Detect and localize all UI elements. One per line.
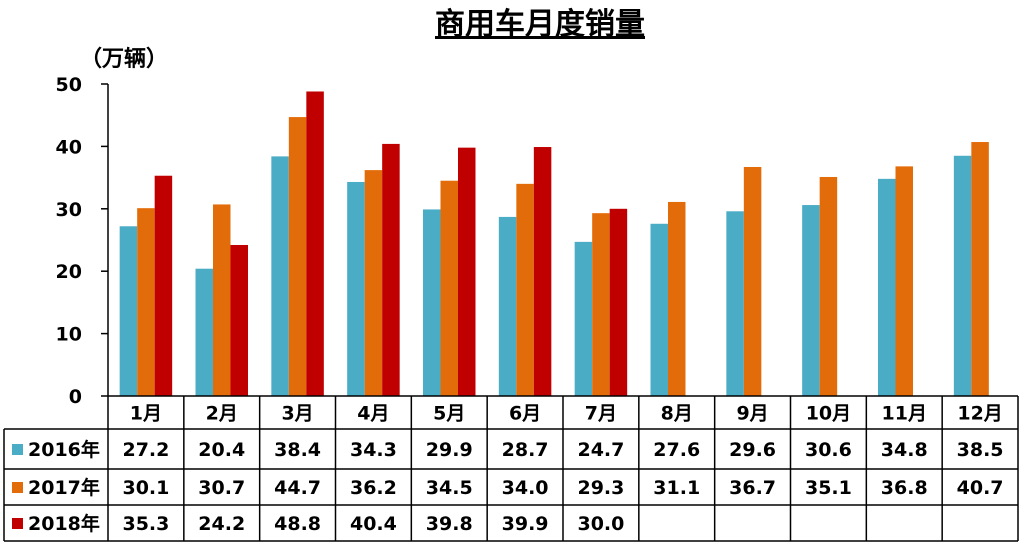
bar-1-7 [574,241,593,396]
bar-1-5 [423,209,441,396]
bar-2-3 [288,117,307,397]
category-label: 11月 [882,403,927,425]
bar-3-3 [306,91,324,396]
bar-2-4 [364,170,383,396]
bar-2-2 [213,204,231,396]
category-label: 3月 [281,403,313,425]
bar-2-6 [516,183,534,396]
chart-title: 商用车月度销量 [435,7,645,42]
series-label: 2018年 [28,512,100,535]
bar-3-7 [609,208,628,396]
category-label: 6月 [509,403,541,425]
data-label: 36.8 [881,477,928,499]
data-label: 36.7 [729,477,776,499]
data-label: 30.6 [805,439,852,461]
y-axis-unit-label: （万辆） [80,46,168,72]
bar-2-9 [743,166,762,396]
category-label: 10月 [806,403,851,425]
bar-1-1 [119,226,138,396]
bar-1-8 [650,223,668,396]
bar-2-11 [895,166,913,396]
data-label: 29.3 [577,477,624,499]
data-table: 1月 2月 3月 4月 5月 6月 7月 8月 9月 10月 11月 12月 2016年 27.2 20.4… [3,395,1019,542]
data-label: 34.0 [502,477,549,499]
bar-3-6 [533,147,552,396]
data-label: 34.8 [881,439,928,461]
data-label: 40.4 [350,513,397,535]
data-label: 48.8 [274,513,321,535]
bar-1-3 [271,156,289,396]
data-label: 38.5 [957,439,1004,461]
bar-2-8 [668,201,686,396]
data-label: 39.8 [426,513,473,535]
y-tick-label: 20 [56,261,82,283]
category-label: 7月 [585,403,617,425]
data-label: 30.1 [122,477,169,499]
bar-2-5 [440,180,458,396]
data-label: 28.7 [502,439,549,461]
bar-1-9 [726,211,744,396]
bar-1-4 [347,181,365,396]
data-label: 29.6 [729,439,776,461]
data-label: 34.3 [350,439,397,461]
data-label: 30.7 [198,477,245,499]
legend-swatch [12,482,23,493]
legend-swatch [12,518,23,529]
series-label: 2016年 [28,438,100,461]
bar-1-2 [195,268,213,396]
data-label: 29.9 [426,439,473,461]
y-tick-label: 40 [56,136,82,158]
bar-3-1 [154,175,173,396]
category-label: 2月 [206,403,238,425]
data-label: 44.7 [274,477,321,499]
legend-swatch [12,444,23,455]
bar-1-11 [878,178,896,396]
data-label: 35.3 [122,513,169,535]
data-label: 30.0 [577,513,624,535]
y-axis: 0 10 20 30 40 50 [56,74,109,408]
category-label: 4月 [357,403,389,425]
data-label: 38.4 [274,439,321,461]
bars-group [119,91,989,397]
bar-1-6 [498,216,517,396]
data-label: 24.2 [198,513,245,535]
data-label: 40.7 [957,477,1004,499]
data-label: 24.7 [577,439,624,461]
y-tick-label: 30 [56,199,82,221]
category-label: 9月 [736,403,768,425]
bar-3-5 [458,147,476,396]
data-label: 34.5 [426,477,473,499]
bar-1-12 [953,155,972,396]
data-label: 39.9 [502,513,549,535]
data-label: 27.6 [653,439,700,461]
bar-3-2 [230,244,248,396]
y-tick-label: 10 [56,324,82,346]
bar-3-4 [382,143,400,396]
category-label: 12月 [957,403,1002,425]
data-label: 27.2 [122,439,169,461]
category-label: 5月 [433,403,465,425]
category-label: 8月 [661,403,693,425]
y-tick-label: 50 [56,74,82,96]
bar-2-12 [971,142,989,396]
y-tick-label: 0 [69,386,82,408]
bar-2-7 [592,213,610,396]
data-label: 20.4 [198,439,245,461]
data-label: 35.1 [805,477,852,499]
data-label: 31.1 [653,477,700,499]
series-label: 2017年 [28,476,100,499]
bar-2-1 [137,208,155,396]
data-label: 36.2 [350,477,397,499]
bar-1-10 [802,205,820,396]
category-label: 1月 [130,403,162,425]
bar-2-10 [819,176,838,396]
